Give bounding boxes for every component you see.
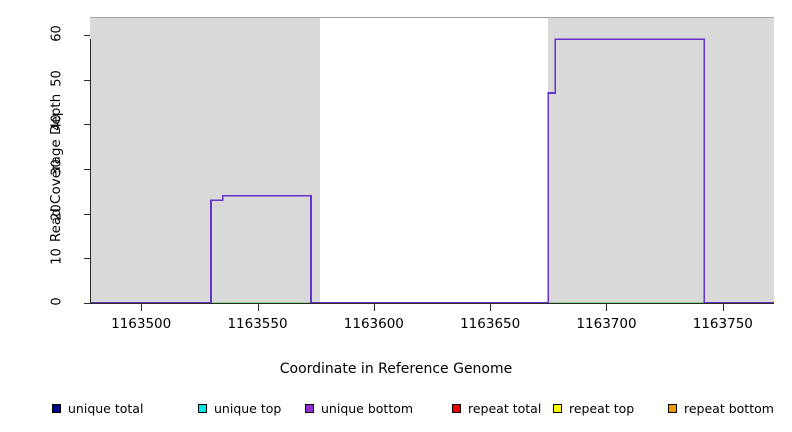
x-tick-label-1: 1163550 (227, 316, 288, 332)
legend-item-unique-bottom[interactable]: unique bottom (305, 398, 413, 418)
legend-swatch-icon (198, 403, 207, 413)
legend-label: unique total (68, 400, 144, 416)
series-svg (90, 38, 774, 304)
chart-legend: unique total unique top unique bottom repea… (0, 398, 792, 420)
y-tick-label-3: 30 (49, 159, 65, 176)
legend-item-unique-top[interactable]: unique top (198, 398, 281, 418)
legend-label: unique top (214, 400, 282, 416)
y-tick-label-1: 10 (49, 248, 65, 266)
y-tick-label-0: 0 (49, 297, 65, 306)
y-tick-label-5: 50 (49, 69, 65, 87)
x-tick-2 (373, 304, 375, 311)
x-tick-label-2: 1163600 (343, 316, 404, 332)
legend-swatch-icon (52, 403, 61, 413)
legend-swatch-icon (452, 403, 461, 413)
y-tick-2 (84, 213, 90, 215)
y-tick-5 (84, 79, 90, 81)
legend-label: repeat top (569, 400, 635, 416)
y-tick-3 (84, 168, 90, 170)
y-tick-label-6: 60 (49, 25, 65, 42)
legend-swatch-icon (305, 403, 314, 413)
legend-item-unique-total[interactable]: unique total (52, 398, 143, 418)
legend-item-repeat-bottom[interactable]: repeat bottom (668, 398, 774, 418)
unique-bottom-series-path (90, 38, 774, 304)
x-tick-0 (141, 304, 143, 311)
plot-top-rule (90, 17, 774, 18)
y-tick-4 (84, 124, 90, 126)
shaded-region-1 (548, 17, 774, 304)
x-tick-3 (490, 304, 492, 311)
legend-item-repeat-total[interactable]: repeat total (452, 398, 541, 418)
legend-swatch-icon (553, 403, 562, 413)
x-tick-label-0: 1163500 (111, 316, 172, 332)
y-tick-label-2: 20 (49, 203, 65, 221)
y-tick-0 (84, 303, 90, 304)
legend-label: repeat total (468, 400, 542, 416)
legend-item-repeat-top[interactable]: repeat top (553, 398, 634, 418)
y-axis-line (90, 39, 91, 304)
x-tick-label-5: 1163750 (692, 316, 753, 332)
x-axis-line (90, 303, 774, 304)
x-tick-label-3: 1163650 (460, 316, 521, 332)
legend-label: unique bottom (321, 400, 414, 416)
legend-swatch-icon (668, 403, 677, 413)
legend-label: repeat bottom (684, 400, 774, 416)
y-tick-label-4: 40 (49, 114, 65, 132)
y-tick-6 (84, 34, 90, 36)
x-tick-4 (606, 304, 608, 311)
x-tick-5 (722, 304, 724, 311)
x-tick-label-4: 1163700 (576, 316, 637, 332)
shaded-region-0 (90, 17, 321, 304)
y-tick-1 (84, 258, 90, 260)
plot-area (90, 12, 774, 304)
x-axis-title: Coordinate in Reference Genome (279, 361, 513, 377)
x-tick-1 (257, 304, 259, 311)
